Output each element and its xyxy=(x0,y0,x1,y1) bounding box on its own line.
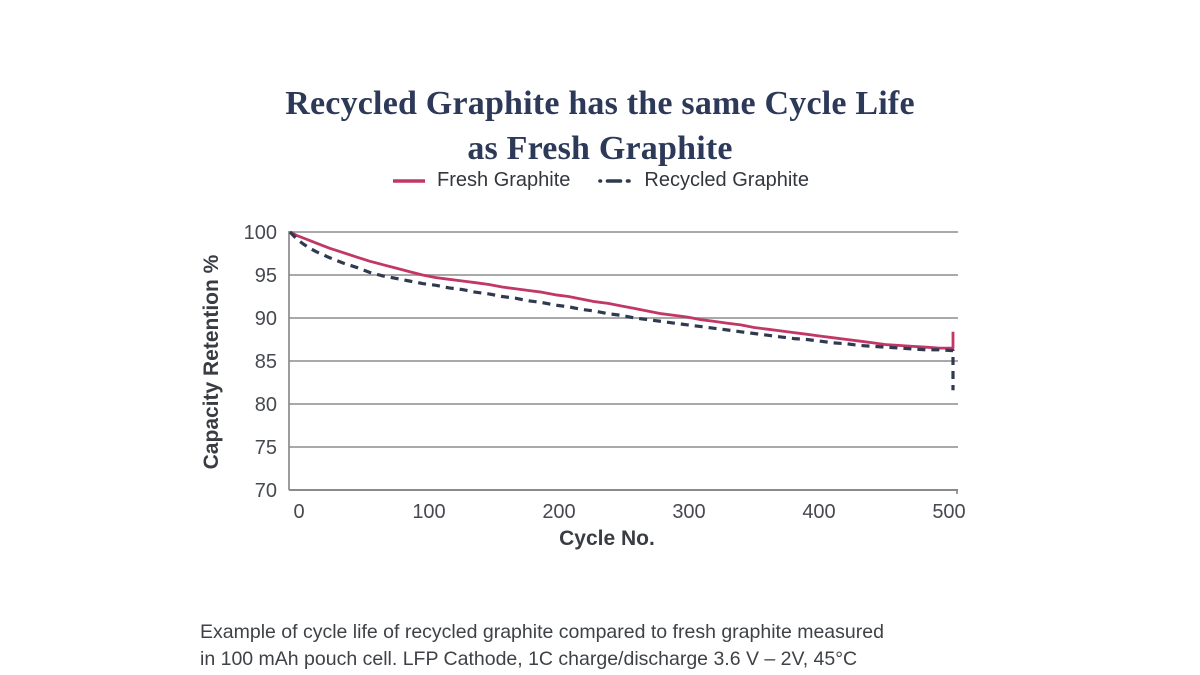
y-tick-label: 90 xyxy=(255,308,277,330)
fresh-graphite-line xyxy=(289,230,955,350)
caption-line1: Example of cycle life of recycled graphi… xyxy=(200,620,884,643)
y-tick-label: 85 xyxy=(255,351,277,373)
x-axis-label: Cycle No. xyxy=(559,527,655,550)
y-tick-label: 70 xyxy=(255,480,277,502)
chart-title: Recycled Graphite has the same Cycle Lif… xyxy=(0,81,1200,171)
caption-line2: in 100 mAh pouch cell. LFP Cathode, 1C c… xyxy=(200,647,858,670)
legend-item-recycled-graphite: Recycled Graphite xyxy=(596,169,809,192)
figure-caption: Example of cycle life of recycled graphi… xyxy=(200,619,1030,673)
y-axis-label: Capacity Retention % xyxy=(200,254,223,470)
x-tick-label: 0 xyxy=(293,501,304,523)
dot-dash-line-swatch-icon xyxy=(598,178,632,183)
recycled-graphite-line xyxy=(288,230,955,391)
x-tick-label: 500 xyxy=(932,501,965,523)
legend-item-fresh-graphite: Fresh Graphite xyxy=(391,169,570,192)
solid-line-swatch-icon xyxy=(393,178,426,183)
x-tick-label: 100 xyxy=(412,501,445,523)
x-tick-label: 200 xyxy=(542,501,575,523)
legend: Fresh Graphite Recycled Graphite xyxy=(0,169,1200,192)
chart-title-line2: as Fresh Graphite xyxy=(467,129,733,167)
legend-label-recycled: Recycled Graphite xyxy=(644,169,809,191)
legend-label-fresh: Fresh Graphite xyxy=(437,169,571,191)
y-tick-label: 80 xyxy=(255,394,277,416)
y-tick-label: 75 xyxy=(255,437,277,459)
x-tick-label: 300 xyxy=(672,501,705,523)
y-tick-label: 95 xyxy=(255,265,277,287)
y-tick-label: 100 xyxy=(244,222,277,244)
x-tick-label: 400 xyxy=(802,501,835,523)
line-chart-plot: 100 95 90 85 80 75 70 0 100 200 300 400 500 xyxy=(244,222,966,523)
chart-title-line1: Recycled Graphite has the same Cycle Lif… xyxy=(285,84,915,122)
